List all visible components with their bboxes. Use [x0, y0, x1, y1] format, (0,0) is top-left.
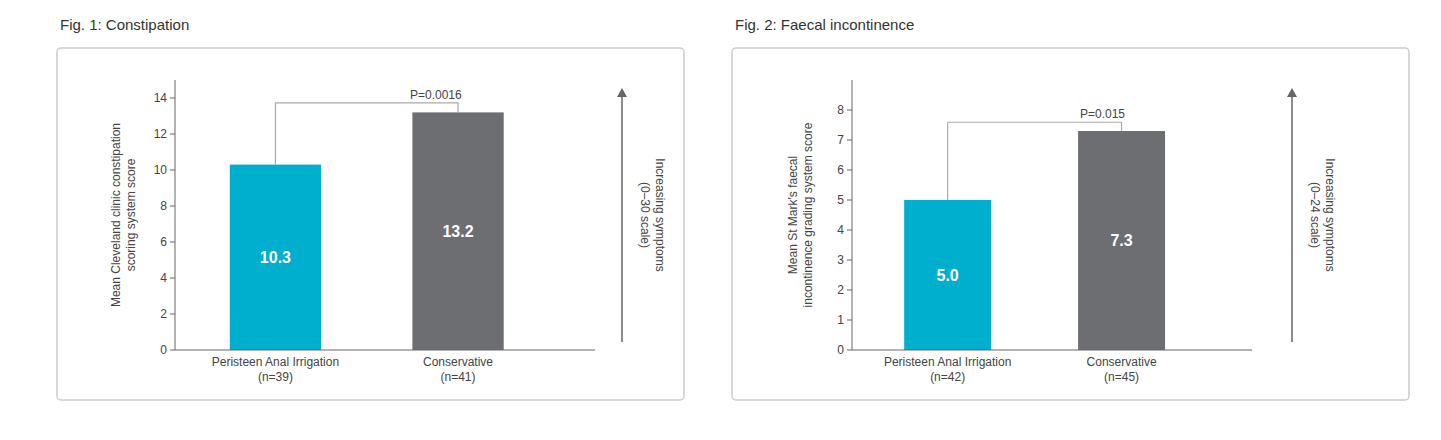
y-axis-label: Mean St Mark's faecalincontinence gradin…: [786, 122, 815, 307]
y-tick: [847, 350, 852, 351]
y-tick: [170, 98, 175, 99]
y-tick: [170, 134, 175, 135]
y-tick: [847, 290, 852, 291]
text-line: scoring system score: [124, 158, 138, 271]
arrow-head: [1287, 88, 1297, 97]
x-tick-label: Conservative(n=41): [423, 355, 493, 384]
y-tick: [170, 206, 175, 207]
x-tick-label: Peristeen Anal Irrigation(n=39): [212, 355, 339, 384]
y-axis-line: [175, 80, 176, 350]
text-line: Conservative: [423, 355, 493, 369]
y-tick: [847, 320, 852, 321]
text-line: Peristeen Anal Irrigation: [212, 355, 339, 369]
y-tick-label: 10: [154, 163, 168, 177]
y-tick: [170, 350, 175, 351]
panel: Fig. 1: Constipation 10.3 13.2 0 2 4 6 8 10 12 14 P…: [57, 16, 684, 400]
text-line: (0–30 scale): [638, 182, 652, 248]
arrow-label: Increasing symptoms(0–30 scale): [638, 158, 667, 271]
bar: [230, 165, 321, 350]
bar: [1078, 131, 1165, 350]
y-tick: [170, 170, 175, 171]
y-tick-label: 0: [837, 343, 844, 357]
text-line: Conservative: [1087, 355, 1157, 369]
arrow-shaft: [1291, 96, 1293, 342]
bars: [904, 131, 1165, 350]
x-axis-line: [175, 350, 595, 351]
y-tick: [847, 260, 852, 261]
arrow-head: [617, 88, 627, 97]
y-tick: [170, 242, 175, 243]
text-line: Mean Cleveland clinic constipation: [109, 123, 123, 307]
significance-bracket: [948, 122, 1122, 200]
data-label: 5.0: [937, 267, 959, 284]
bar: [904, 200, 991, 350]
y-tick: [847, 110, 852, 111]
x-axis-line: [852, 350, 1252, 351]
text-line: (n=45): [1104, 370, 1139, 384]
data-label: 13.2: [442, 223, 473, 240]
y-tick-label: 3: [837, 253, 844, 267]
panel-frame: [57, 48, 684, 400]
text-line: (n=39): [258, 370, 293, 384]
y-tick-label: 0: [160, 343, 167, 357]
text-line: (n=41): [441, 370, 476, 384]
chart-svg: Fig. 1: Constipation10.313.202468101214P…: [0, 0, 1441, 440]
text-line: Increasing symptoms: [1323, 158, 1337, 271]
significance-bracket: [275, 103, 458, 165]
y-tick-label: 2: [837, 283, 844, 297]
x-tick-label: Conservative(n=45): [1087, 355, 1157, 384]
y-tick: [170, 314, 175, 315]
arrow-label: Increasing symptoms(0–24 scale): [1308, 158, 1337, 271]
y-axis-label: Mean Cleveland clinic constipationscorin…: [109, 123, 138, 307]
data-label: 7.3: [1110, 232, 1132, 249]
chart-root: Fig. 1: Constipation10.313.202468101214P…: [0, 0, 1441, 440]
y-tick-label: 7: [837, 133, 844, 147]
y-tick: [170, 278, 175, 279]
arrow-shaft: [621, 96, 623, 342]
y-tick-label: 4: [837, 223, 844, 237]
panel-frame: [732, 48, 1409, 400]
data-label: 10.3: [260, 249, 291, 266]
title: Fig. 1: Constipation: [60, 16, 189, 33]
p-value: P=0.015: [1080, 107, 1125, 121]
y-tick: [847, 230, 852, 231]
text-line: Increasing symptoms: [653, 158, 667, 271]
y-tick-label: 6: [160, 235, 167, 249]
bar: [412, 112, 503, 350]
y-axis-line: [852, 80, 853, 350]
text-line: (n=42): [930, 370, 965, 384]
text-line: Peristeen Anal Irrigation: [884, 355, 1011, 369]
y-tick-label: 2: [160, 307, 167, 321]
y-tick-label: 5: [837, 193, 844, 207]
y-tick-label: 1: [837, 313, 844, 327]
y-tick-label: 4: [160, 271, 167, 285]
y-tick-label: 14: [154, 91, 168, 105]
title: Fig. 2: Faecal incontinence: [735, 16, 914, 33]
y-tick-label: 6: [837, 163, 844, 177]
y-tick-label: 8: [837, 103, 844, 117]
y-tick: [847, 170, 852, 171]
text-line: Mean St Mark's faecal: [786, 156, 800, 274]
x-tick-label: Peristeen Anal Irrigation(n=42): [884, 355, 1011, 384]
p-value: P=0.0016: [410, 88, 462, 102]
y-tick: [847, 200, 852, 201]
panel: Fig. 2: Faecal incontinence 5.0 7.3 0 1 2 3 4 5 6…: [732, 16, 1409, 400]
y-tick-label: 8: [160, 199, 167, 213]
y-tick-label: 12: [154, 127, 168, 141]
y-tick: [847, 140, 852, 141]
text-line: incontinence grading system score: [801, 122, 815, 307]
text-line: (0–24 scale): [1308, 182, 1322, 248]
bars: [230, 112, 504, 350]
